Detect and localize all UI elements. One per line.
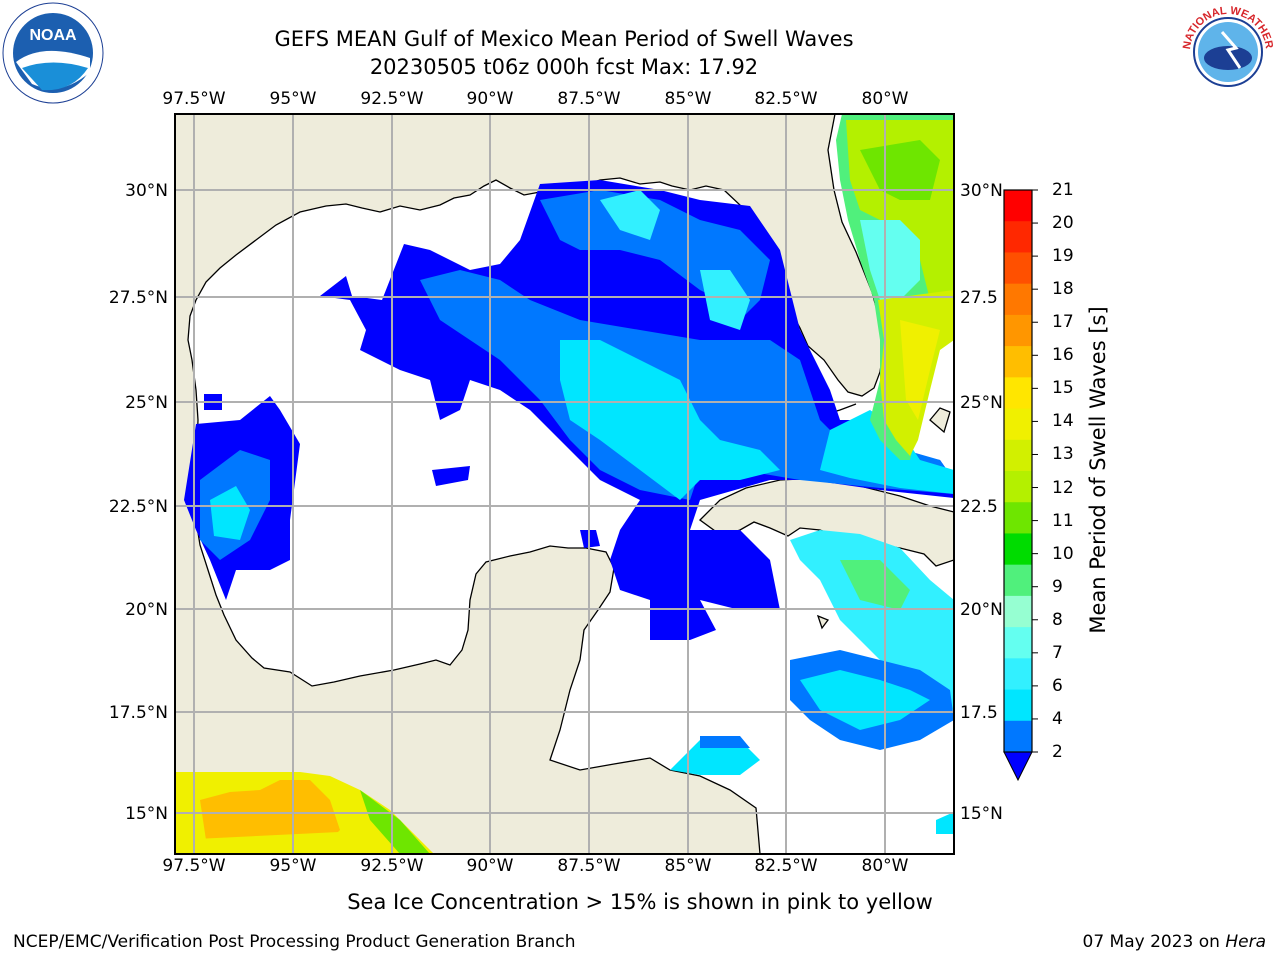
colorbar-band <box>1004 314 1032 347</box>
lat-label-left: 15°N <box>125 804 168 824</box>
lat-label-left: 25°N <box>125 393 168 413</box>
chart-title: GEFS MEAN Gulf of Mexico Mean Period of … <box>274 27 854 51</box>
colorbar-tick-label: 11 <box>1052 510 1074 531</box>
colorbar-tick-label: 9 <box>1052 576 1063 597</box>
lon-label: 82.5°W <box>754 856 818 876</box>
lat-label-left: 20°N <box>125 600 168 620</box>
lon-label: 95°W <box>269 89 317 109</box>
colorbar-tick-label: 13 <box>1052 444 1074 465</box>
colorbar-tick-label: 20 <box>1052 213 1074 234</box>
noaa-logo: NOAA <box>2 2 104 104</box>
lat-label-right: 15°N <box>960 804 1003 824</box>
noaa-logo-text: NOAA <box>29 27 77 44</box>
colorbar-tick-label: 21 <box>1052 180 1074 200</box>
lon-label: 85°W <box>664 89 712 109</box>
colorbar-tick-label: 15 <box>1052 378 1074 399</box>
colorbar-tick-label: 4 <box>1052 708 1063 729</box>
bahamas <box>929 407 951 434</box>
chart-subtitle: 20230505 t06z 000h fcst Max: 17.92 <box>369 55 759 79</box>
lat-label-right: 20°N <box>960 600 1003 620</box>
colorbar-tick-label: 14 <box>1052 411 1074 432</box>
lon-label: 97.5°W <box>162 89 226 109</box>
lat-label-left: 17.5°N <box>108 703 168 723</box>
colorbar-tick-label: 18 <box>1052 279 1074 300</box>
lat-label-left: 27.5°N <box>108 288 168 308</box>
lat-label-left: 22.5°N <box>108 497 168 517</box>
colorbar-tick-label: 12 <box>1052 477 1074 498</box>
colorbar-band <box>1004 439 1032 472</box>
nws-logo: NATIONAL WEATHER SERVICE <box>1174 0 1278 102</box>
lon-label: 87.5°W <box>557 856 621 876</box>
lon-label: 90°W <box>466 856 514 876</box>
lat-label-right: 22.5 <box>960 497 998 517</box>
footer-date-text: 07 May 2023 on <box>1082 932 1226 952</box>
colorbar-tick-label: 7 <box>1052 642 1063 663</box>
colorbar-band <box>1004 627 1032 659</box>
lon-label: 87.5°W <box>557 89 621 109</box>
colorbar-tick-label: 6 <box>1052 675 1063 696</box>
colorbar <box>1003 189 1038 782</box>
footer-credit: NCEP/EMC/Verification Post Processing Pr… <box>13 932 576 952</box>
lon-label: 80°W <box>861 89 909 109</box>
lat-label-right: 30°N <box>960 181 1003 201</box>
colorbar-tick-label: 19 <box>1052 246 1074 267</box>
colorbar-band <box>1004 720 1032 753</box>
lon-label: 92.5°W <box>360 856 424 876</box>
colorbar-tick-label: 17 <box>1052 312 1074 333</box>
colorbar-band <box>1004 221 1032 253</box>
isla <box>816 614 830 630</box>
colorbar-band <box>1004 564 1032 597</box>
colorbar-tick-label: 2 <box>1052 742 1063 762</box>
lat-label-right: 17.5 <box>960 703 998 723</box>
colorbar-tick-label: 16 <box>1052 345 1074 366</box>
colorbar-band <box>1004 658 1032 691</box>
map-frame <box>174 113 955 855</box>
lon-label: 80°W <box>861 856 909 876</box>
colorbar-band <box>1004 595 1032 628</box>
colorbar-band <box>1004 471 1032 503</box>
colorbar-band <box>1004 252 1032 285</box>
lat-label-left: 30°N <box>125 181 168 201</box>
colorbar-band <box>1004 408 1032 441</box>
lon-label: 97.5°W <box>162 856 226 876</box>
colorbar-extend-triangle <box>1003 751 1033 782</box>
lon-label: 92.5°W <box>360 89 424 109</box>
lon-label: 85°W <box>664 856 712 876</box>
colorbar-band <box>1004 533 1032 566</box>
colorbar-tick-label: 10 <box>1052 543 1074 564</box>
colorbar-band <box>1004 346 1032 378</box>
colorbar-band <box>1004 502 1032 534</box>
colorbar-band <box>1004 190 1032 222</box>
colorbar-band <box>1004 689 1032 722</box>
lat-label-right: 27.5 <box>960 288 998 308</box>
colorbar-title: Mean Period of Swell Waves [s] <box>1086 306 1110 634</box>
colorbar-band <box>1004 283 1032 316</box>
sea-ice-caption: Sea Ice Concentration > 15% is shown in … <box>347 890 933 914</box>
colorbar-tick-label: 8 <box>1052 609 1063 630</box>
footer-host: Hera <box>1225 932 1266 952</box>
lon-label: 95°W <box>269 856 317 876</box>
graticule <box>175 114 954 854</box>
colorbar-band <box>1004 377 1032 410</box>
colorbar-frame <box>1003 189 1033 753</box>
lon-label: 90°W <box>466 89 514 109</box>
footer-date: 07 May 2023 on Hera <box>1083 932 1267 952</box>
lon-label: 82.5°W <box>754 89 818 109</box>
lat-label-right: 25°N <box>960 393 1003 413</box>
